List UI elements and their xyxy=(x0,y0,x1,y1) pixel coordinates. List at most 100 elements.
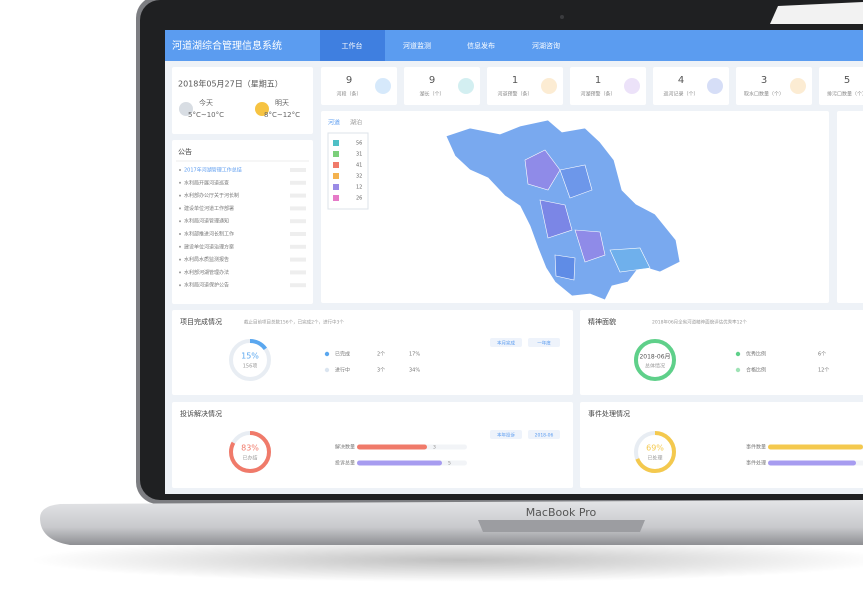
card xyxy=(487,67,563,105)
weather-icon xyxy=(179,102,193,116)
panel-button-label[interactable]: 本月完成 xyxy=(497,340,515,347)
weather-temp: 5°C~10°C xyxy=(188,111,224,119)
card xyxy=(570,67,646,105)
bar xyxy=(357,460,442,466)
donut-caption: 156项 xyxy=(243,364,258,370)
map-region xyxy=(559,164,593,199)
nav-tab[interactable]: 信息发布 xyxy=(467,41,495,50)
legend-value: 41 xyxy=(356,163,362,169)
row-dot xyxy=(735,367,741,373)
legend-value: 31 xyxy=(356,152,362,158)
row-count: 3个 xyxy=(377,368,385,374)
reflection xyxy=(770,2,863,24)
notice-item[interactable]: 水利部河湖管理办法 xyxy=(184,269,229,276)
nav-tab[interactable]: 河湖咨询 xyxy=(532,41,560,50)
stat-icon xyxy=(624,78,640,94)
card xyxy=(580,402,863,488)
map-region xyxy=(574,229,606,263)
card xyxy=(653,67,729,105)
notice-date xyxy=(290,283,306,288)
panel-button[interactable] xyxy=(490,338,522,347)
row-pct: 34% xyxy=(409,368,420,374)
donut-arc xyxy=(229,431,271,473)
row-name: 合格比例 xyxy=(746,367,766,374)
weather-icon xyxy=(255,102,269,116)
bar xyxy=(357,444,427,450)
map-tab[interactable]: 湖泊 xyxy=(350,119,362,127)
row-name: 解决数量 xyxy=(335,444,355,451)
legend-swatch xyxy=(333,173,339,179)
legend-swatch xyxy=(333,184,339,190)
notice-item[interactable]: 水利部推进河长制工作 xyxy=(184,231,234,238)
weather-day: 今天 xyxy=(199,98,213,107)
panel-button-label[interactable]: 一年度 xyxy=(537,340,551,347)
active-tab xyxy=(320,30,385,61)
notice-item[interactable]: 建设单位河道治理方案 xyxy=(184,243,234,250)
stat-value: 4 xyxy=(678,75,684,86)
map-tab[interactable]: 河道 xyxy=(328,119,340,127)
bar xyxy=(768,460,856,466)
panel-button[interactable] xyxy=(528,430,560,439)
legend-swatch xyxy=(333,140,339,146)
donut-arc xyxy=(634,431,676,473)
row-count: 2个 xyxy=(377,352,385,358)
notice-item[interactable]: 水利局河道管理通知 xyxy=(184,218,229,225)
donut-caption: 2018-06月 xyxy=(639,354,670,361)
legend-value: 56 xyxy=(356,141,362,147)
row-name: 事件处理 xyxy=(746,460,766,467)
panel-button-label[interactable]: 2018-06 xyxy=(535,433,554,439)
stat-label: 取水口数量（个） xyxy=(744,91,784,98)
donut-label: 69% xyxy=(646,444,664,453)
notice-date xyxy=(290,257,306,262)
notch xyxy=(478,520,645,532)
stat-label: 湖长（个） xyxy=(419,91,444,98)
notice-item[interactable]: 水利局水质监测报告 xyxy=(184,256,229,263)
panel-title: 事件处理情况 xyxy=(588,409,630,418)
bullet xyxy=(179,233,181,235)
stat-value: 5 xyxy=(844,75,850,86)
notice-date xyxy=(290,168,306,172)
row-dot xyxy=(735,351,741,357)
card xyxy=(736,67,812,105)
weather-temp: 8°C~12°C xyxy=(264,111,300,119)
row-pct: 17% xyxy=(409,352,420,358)
shadow xyxy=(30,538,863,582)
row-count: 6个 xyxy=(818,352,826,358)
panel-button-label[interactable]: 本年投诉 xyxy=(497,432,515,439)
notice-item[interactable]: 水利局开展河道巡查 xyxy=(184,179,229,186)
stat-icon xyxy=(790,78,806,94)
bullet xyxy=(179,207,181,210)
notice-item[interactable]: 水利局河道保护公告 xyxy=(184,282,229,289)
panel-button[interactable] xyxy=(490,430,522,439)
bullet xyxy=(179,245,181,248)
bullet xyxy=(179,284,181,287)
notice-item[interactable]: 2017年河湖管理工作总结 xyxy=(184,167,242,174)
donut-label: 83% xyxy=(241,444,259,453)
donut-arc xyxy=(229,339,271,381)
legend-value: 26 xyxy=(356,196,362,202)
laptop-base xyxy=(40,500,863,545)
card xyxy=(172,140,313,304)
camera xyxy=(560,15,564,19)
card xyxy=(580,310,863,395)
bullet xyxy=(179,271,181,274)
panel-title: 投诉解决情况 xyxy=(180,409,222,418)
stat-value: 1 xyxy=(512,75,518,86)
legend-swatch xyxy=(333,195,339,201)
panel-button[interactable] xyxy=(528,338,560,347)
map-region xyxy=(524,149,561,191)
device-label: MacBook Pro xyxy=(526,506,597,519)
legend-swatch xyxy=(333,151,339,157)
nav-tab[interactable]: 河道监测 xyxy=(403,41,431,50)
nav-tab[interactable]: 工作台 xyxy=(342,41,363,50)
row-name: 优秀比例 xyxy=(746,351,766,358)
legend-value: 12 xyxy=(356,185,362,191)
stat-label: 河道预警（条） xyxy=(497,91,532,98)
card xyxy=(837,111,863,303)
bullet xyxy=(179,194,181,197)
notice-item[interactable]: 水利部办公厅关于河长制 xyxy=(184,192,239,199)
stat-icon xyxy=(458,78,474,94)
notice-item[interactable]: 建设单位河道工作部署 xyxy=(184,205,234,212)
stat-value: 1 xyxy=(595,75,601,86)
